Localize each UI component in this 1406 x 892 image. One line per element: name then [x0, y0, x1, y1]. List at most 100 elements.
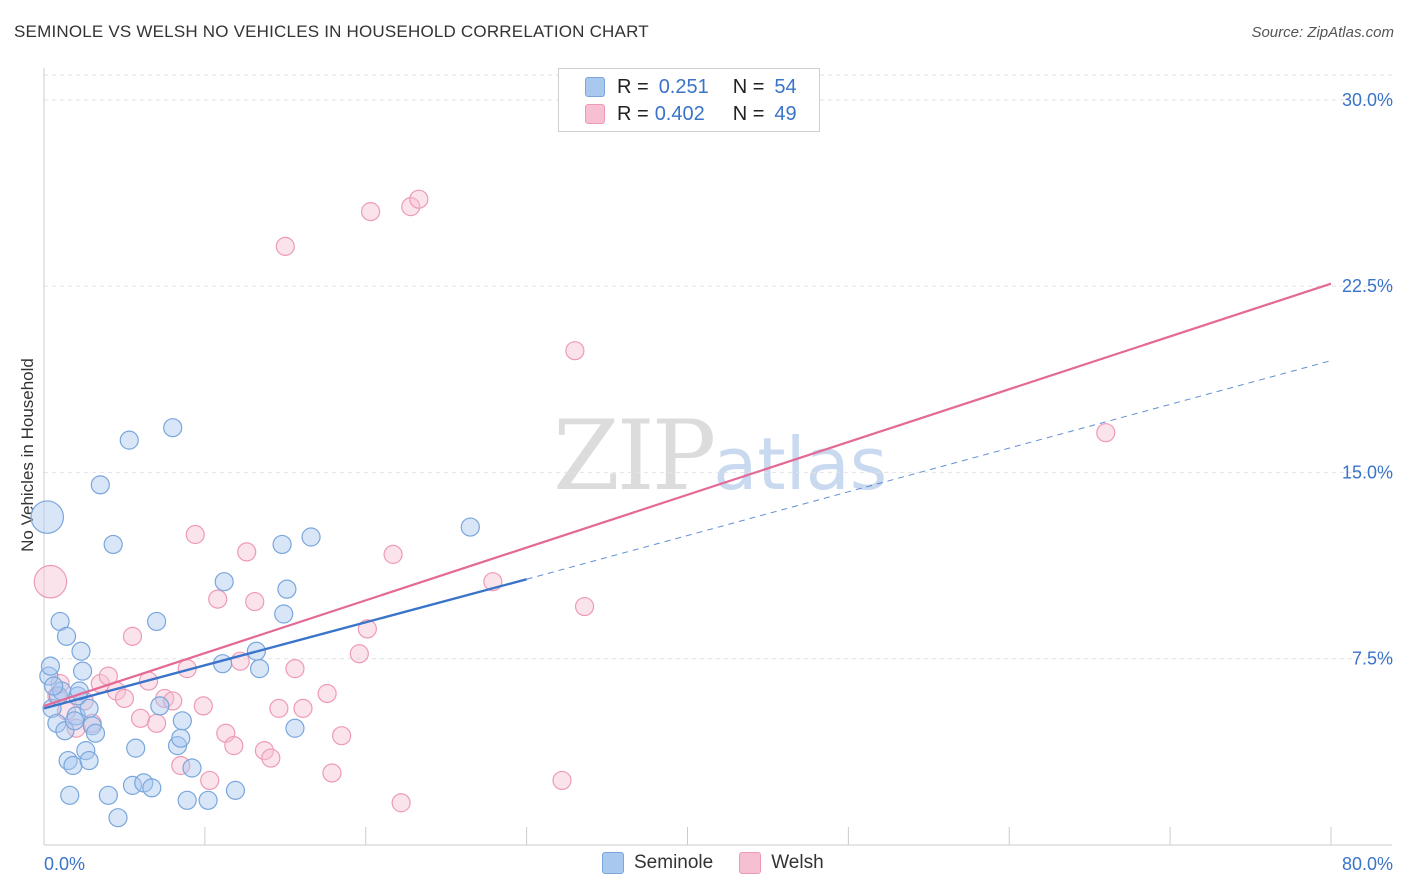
seminole-point: [56, 626, 77, 646]
welsh-point: [293, 698, 313, 718]
seminole-point: [79, 698, 99, 718]
welsh-point: [383, 544, 403, 564]
seminole-point: [225, 780, 246, 800]
welsh-swatch: [739, 852, 762, 874]
welsh-trend-line: [43, 282, 1332, 707]
welsh-point: [574, 596, 595, 617]
axes: [43, 68, 1392, 846]
legend-row-welsh: R = 0.402 N = 49: [585, 102, 797, 126]
seminole-points: [30, 418, 480, 828]
welsh-point: [254, 741, 274, 761]
seminole-point: [249, 659, 270, 679]
welsh-point: [401, 197, 421, 217]
seminole-point: [85, 723, 106, 743]
welsh-point: [1096, 423, 1116, 443]
seminole-point: [63, 755, 83, 776]
bottom-legend-welsh: Welsh: [739, 852, 824, 874]
legend-n-value: 54: [774, 75, 797, 98]
seminole-swatch: [585, 77, 605, 97]
welsh-point: [163, 691, 183, 711]
welsh-swatch: [585, 104, 605, 124]
seminole-point: [79, 750, 99, 771]
seminole-point: [285, 718, 305, 738]
welsh-point: [349, 644, 369, 664]
seminole-point: [147, 611, 167, 632]
watermark-atlas: atlas: [713, 422, 888, 506]
seminole-point: [55, 721, 75, 741]
y-tick-label: 7.5%: [1352, 649, 1393, 669]
legend-r-label: R =: [617, 102, 649, 125]
seminole-point: [119, 430, 139, 450]
seminole-point: [39, 666, 59, 686]
seminole-point: [103, 534, 123, 555]
seminole-point: [98, 785, 118, 805]
seminole-point: [172, 711, 192, 731]
welsh-point: [285, 659, 305, 679]
legend: R = 0.251 N = 54 R = 0.402 N = 49: [558, 68, 820, 132]
seminole-trend-line: [43, 578, 527, 710]
seminole-point: [214, 572, 234, 592]
y-tick-label: 30.0%: [1342, 90, 1393, 110]
seminole-point: [301, 527, 321, 547]
welsh-point: [261, 748, 281, 768]
x-tick-label: 80.0%: [1342, 854, 1393, 874]
welsh-points: [33, 189, 1116, 813]
welsh-point: [332, 726, 352, 746]
legend-n-label: N =: [732, 75, 765, 98]
seminole-point: [272, 534, 292, 555]
legend-r-value: 0.402: [654, 102, 705, 125]
welsh-point: [391, 793, 411, 813]
welsh-point: [317, 683, 337, 704]
seminole-point: [198, 790, 218, 810]
seminole-trend-extension: [526, 360, 1332, 580]
welsh-point: [33, 564, 68, 599]
welsh-point: [360, 202, 381, 222]
legend-row-seminole: R = 0.251 N = 54: [585, 75, 797, 99]
chart-title: SEMINOLE VS WELSH NO VEHICLES IN HOUSEHO…: [14, 22, 649, 41]
seminole-swatch: [602, 852, 624, 874]
welsh-point: [130, 708, 151, 728]
seminole-point: [44, 676, 64, 696]
y-tick-label: 15.0%: [1342, 462, 1393, 482]
seminole-point: [171, 728, 191, 748]
seminole-point: [71, 641, 91, 661]
bottom-legend-label: Seminole: [634, 852, 714, 873]
seminole-point: [177, 790, 197, 810]
welsh-point: [122, 626, 143, 646]
welsh-point: [269, 698, 289, 718]
seminole-point: [40, 656, 61, 676]
welsh-point: [114, 688, 135, 709]
seminole-point: [142, 778, 162, 798]
welsh-point: [275, 236, 295, 256]
gridlines: [44, 74, 1392, 660]
bottom-legend-seminole: Seminole: [602, 852, 713, 874]
welsh-point: [171, 755, 191, 776]
seminole-point: [163, 418, 183, 438]
welsh-point: [552, 770, 572, 791]
welsh-point: [565, 341, 585, 361]
welsh-point: [208, 589, 228, 609]
x-tick-label: 0.0%: [44, 854, 85, 874]
welsh-point: [245, 591, 265, 612]
legend-n-value: 49: [774, 102, 797, 125]
tick-labels: 7.5% 15.0% 22.5% 30.0% 0.0% 80.0%: [44, 90, 1393, 874]
bottom-legend: Seminole Welsh: [602, 852, 850, 874]
seminole-point: [274, 604, 294, 624]
bottom-legend-label: Welsh: [771, 852, 824, 873]
welsh-point: [185, 524, 205, 545]
seminole-point: [60, 785, 80, 805]
legend-n-label: N =: [732, 102, 765, 125]
welsh-point: [409, 189, 429, 209]
seminole-point: [64, 711, 85, 731]
seminole-point: [108, 808, 128, 828]
seminole-point: [126, 738, 146, 758]
seminole-point: [460, 517, 480, 537]
legend-r-label: R =: [617, 75, 649, 98]
welsh-point: [357, 619, 377, 639]
seminole-point: [182, 758, 202, 778]
seminole-point: [150, 696, 170, 716]
welsh-point: [193, 696, 213, 716]
trend-lines: [43, 282, 1332, 710]
seminole-point: [277, 579, 297, 599]
